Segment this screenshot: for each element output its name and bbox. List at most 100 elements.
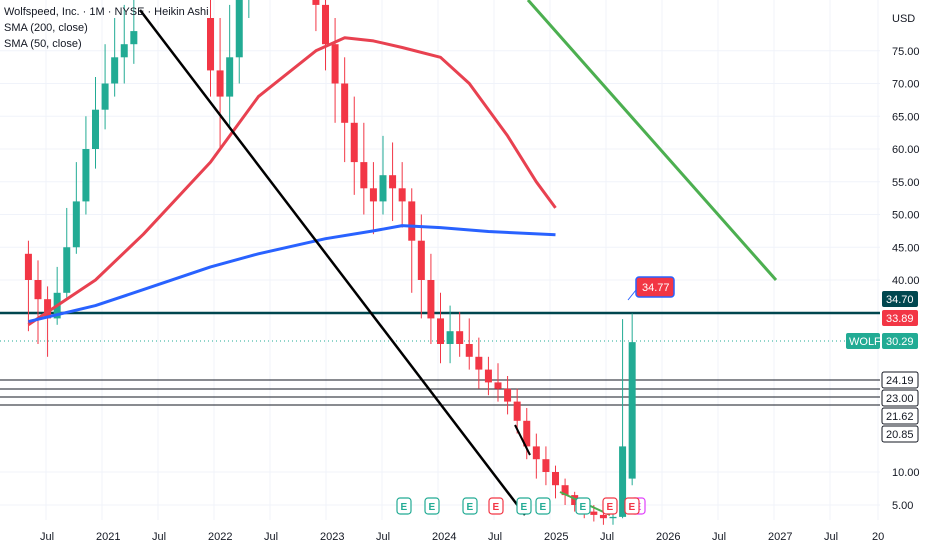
earnings-badge[interactable] bbox=[602, 497, 618, 515]
earnings-badge[interactable] bbox=[424, 497, 440, 515]
candle-body bbox=[427, 280, 435, 319]
candle-body bbox=[72, 201, 80, 248]
earnings-label: E bbox=[493, 502, 500, 513]
downtrend-line-black[interactable] bbox=[139, 9, 526, 516]
y-tick-label: 40.00 bbox=[892, 275, 920, 287]
candle-body bbox=[417, 240, 425, 280]
candles bbox=[24, 0, 636, 525]
price-callout[interactable] bbox=[635, 276, 675, 298]
candle-body bbox=[322, 4, 329, 45]
candle-body bbox=[561, 485, 569, 496]
candle-body bbox=[111, 57, 119, 84]
candle-body bbox=[24, 253, 32, 280]
earnings-marker[interactable]: E bbox=[575, 497, 591, 515]
candle-body bbox=[389, 175, 397, 189]
y-tick-label: 10.00 bbox=[892, 467, 920, 479]
candle-body bbox=[484, 369, 492, 383]
y-tick-label: 70.00 bbox=[892, 79, 920, 91]
candle-body bbox=[216, 70, 224, 97]
candle-body bbox=[341, 83, 349, 123]
candle-body bbox=[437, 318, 444, 344]
short-trend-line[interactable] bbox=[514, 424, 531, 456]
trend-lines[interactable] bbox=[139, 0, 778, 516]
candle-body bbox=[379, 175, 387, 202]
x-tick-label: 2021 bbox=[96, 531, 120, 543]
ticker-price-badge bbox=[882, 333, 918, 349]
earnings-badge[interactable] bbox=[516, 497, 532, 515]
candle-body bbox=[82, 149, 90, 202]
x-tick-label: Jul bbox=[40, 531, 54, 543]
candle-body bbox=[475, 356, 483, 370]
earnings-marker[interactable]: E bbox=[516, 497, 532, 515]
earnings-label: E bbox=[429, 502, 436, 513]
ticker-badge bbox=[846, 333, 880, 349]
candle-body bbox=[542, 459, 550, 472]
callout-pointer bbox=[627, 289, 637, 301]
price-badges: 34.70 33.89 24.19 23.00 21.62 20.85 WOLF 30.29 3… bbox=[627, 276, 919, 443]
y-tick-label: 5.00 bbox=[892, 500, 913, 512]
sma200-legend[interactable]: SMA (200, close) bbox=[4, 22, 88, 34]
sma50-line bbox=[27, 36, 557, 327]
candle-body bbox=[523, 420, 531, 447]
candle-body bbox=[63, 247, 71, 293]
y-tick-label: 45.00 bbox=[892, 242, 920, 254]
candle-body bbox=[312, 0, 320, 5]
earnings-marker[interactable]: E bbox=[424, 497, 440, 515]
candle-body bbox=[34, 280, 42, 300]
x-tick-label: Jul bbox=[712, 531, 726, 543]
x-tick-label: Jul bbox=[488, 531, 502, 543]
chart-grid bbox=[0, 0, 880, 520]
earnings-badge[interactable] bbox=[624, 497, 640, 515]
ticker-name: WOLF bbox=[849, 336, 881, 348]
price-callout-text: 34.77 bbox=[642, 282, 670, 294]
y-tick-label: 50.00 bbox=[892, 210, 920, 222]
level-price-badge bbox=[882, 310, 918, 326]
candle-body bbox=[494, 382, 502, 389]
y-tick-label: 60.00 bbox=[892, 144, 920, 156]
level-price-text: 34.70 bbox=[886, 294, 914, 306]
price-axis[interactable]: 75.00 70.00 65.00 60.00 55.00 50.00 45.00 40.00… bbox=[892, 13, 920, 512]
level-price-text: 21.62 bbox=[886, 411, 914, 423]
earnings-badge[interactable] bbox=[462, 497, 478, 515]
candle-body bbox=[226, 57, 234, 97]
candle-body bbox=[350, 122, 358, 163]
earnings-label: E bbox=[401, 502, 408, 513]
earnings-marker[interactable]: E bbox=[396, 497, 412, 515]
x-tick-label: 20 bbox=[872, 531, 884, 543]
x-tick-label: Jul bbox=[264, 531, 278, 543]
earnings-badge[interactable] bbox=[488, 497, 504, 515]
x-tick-label: Jul bbox=[824, 531, 838, 543]
earnings-label: E bbox=[607, 502, 614, 513]
candle-body bbox=[130, 31, 138, 45]
level-price-badge bbox=[882, 291, 918, 307]
earnings-badge[interactable] bbox=[535, 497, 551, 515]
x-tick-label: Jul bbox=[152, 531, 166, 543]
x-tick-label: 2024 bbox=[432, 531, 456, 543]
earnings-label: E bbox=[521, 502, 528, 513]
earnings-label: E bbox=[540, 502, 547, 513]
x-tick-label: Jul bbox=[376, 531, 390, 543]
downtrend-line-green[interactable] bbox=[526, 0, 778, 281]
earnings-marker[interactable]: E bbox=[488, 497, 504, 515]
time-axis[interactable]: Jul 2021 Jul 2022 Jul 2023 Jul 2024 Jul 2025 Jul 20… bbox=[40, 531, 884, 543]
earnings-marker[interactable]: E bbox=[535, 497, 551, 515]
level-price-text: 33.89 bbox=[886, 313, 914, 325]
earnings-marker[interactable]: E bbox=[462, 497, 478, 515]
candle-body bbox=[360, 162, 368, 189]
level-price-text: 20.85 bbox=[886, 429, 914, 441]
x-tick-label: 2027 bbox=[768, 531, 792, 543]
candle-body bbox=[465, 344, 473, 357]
candle-body bbox=[235, 0, 243, 58]
earnings-label: E bbox=[467, 502, 474, 513]
x-tick-label: 2026 bbox=[656, 531, 680, 543]
earnings-marker[interactable]: E bbox=[602, 497, 618, 515]
earnings-badge[interactable] bbox=[575, 497, 591, 515]
x-tick-label: Jul bbox=[600, 531, 614, 543]
earnings-marker[interactable]: E bbox=[624, 497, 640, 515]
sma200-line bbox=[28, 224, 556, 324]
earnings-badge[interactable] bbox=[396, 497, 412, 515]
earnings-markers[interactable]: EEEEEEEEEE bbox=[396, 497, 646, 515]
symbol-title[interactable]: Wolfspeed, Inc. · 1M · NYSE · Heikin Ash… bbox=[4, 6, 209, 18]
sma50-legend[interactable]: SMA (50, close) bbox=[4, 38, 82, 50]
